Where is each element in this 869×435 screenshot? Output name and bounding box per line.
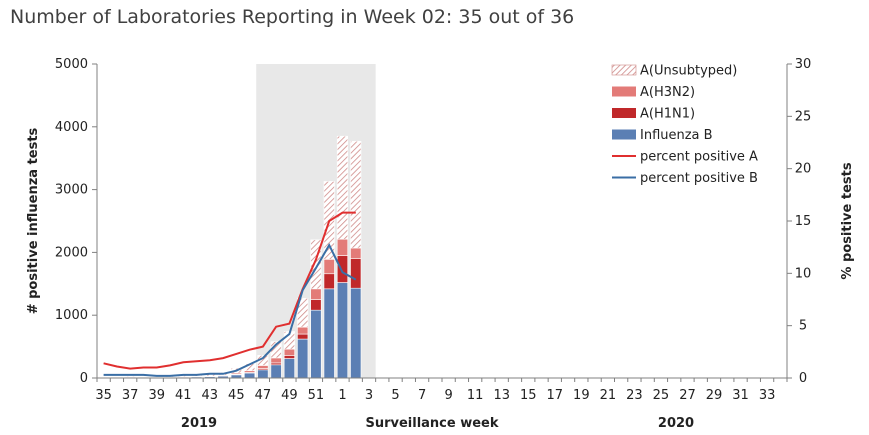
- y-tick-label-right: 5: [799, 319, 807, 334]
- y-tick-label-right: 0: [799, 371, 807, 386]
- legend-label-a-h3n2: A(H3N2): [640, 85, 695, 100]
- y-tick-label-right: 20: [795, 162, 812, 177]
- x-tick-label: 39: [148, 388, 165, 403]
- bar-influenza-b-week-50: [297, 338, 309, 379]
- y-tick-label-right: 15: [795, 214, 812, 229]
- y-tick-label-left: 2000: [55, 245, 88, 260]
- x-tick-label: 43: [202, 388, 219, 403]
- line-percent-positive-a: [103, 211, 356, 370]
- bar-a-unsubtyped-week-2: [350, 140, 362, 249]
- bar-a-unsubtyped-week-38: [137, 375, 149, 378]
- legend: A(Unsubtyped) A(H3N2) A(H1N1) Influenza B pe…: [611, 64, 758, 186]
- bar-a-h3n2-week-1: [336, 238, 349, 256]
- bar-a-h3n2-week-47: [257, 365, 269, 369]
- x-tick-label: 11: [467, 388, 484, 403]
- bar-a-unsubtyped-week-37: [124, 375, 136, 377]
- bar-a-unsubtyped-week-50: [297, 297, 309, 328]
- bar-influenza-b-week-49: [283, 358, 295, 379]
- bar-influenza-b-week-52: [323, 288, 335, 379]
- x-tick-label: 21: [600, 388, 617, 403]
- year-label: 2020: [658, 416, 694, 431]
- y-axis-title-left: # positive influenza tests: [26, 127, 41, 314]
- x-tick-label: 33: [759, 388, 776, 403]
- x-tick-label: 5: [391, 388, 399, 403]
- bar-influenza-b-week-47: [257, 369, 269, 379]
- legend-label-percent-positive-a: percent positive A: [640, 150, 758, 165]
- y-tick-label-left: 3000: [55, 183, 88, 198]
- y-tick-label-left: 4000: [55, 120, 88, 135]
- x-tick-label: 51: [308, 388, 325, 403]
- bar-influenza-b-week-48: [270, 364, 282, 379]
- x-tick-label: 49: [281, 388, 298, 403]
- x-axis-title: Surveillance week: [365, 416, 498, 431]
- bar-a-h3n2-week-50: [297, 326, 309, 335]
- bar-a-unsubtyped-week-35: [98, 376, 110, 378]
- bar-a-h3n2-week-51: [310, 288, 322, 300]
- bar-a-h3n2-week-49: [283, 348, 295, 356]
- x-tick-label: 47: [255, 388, 272, 403]
- y-axis-title-right: % positive tests: [840, 162, 855, 279]
- bar-a-h3n2-week-52: [323, 259, 335, 275]
- bar-influenza-b-week-51: [310, 309, 322, 379]
- y-tick-label-left: 0: [80, 371, 88, 386]
- legend-swatch-a-h1n1: [612, 108, 636, 118]
- line-percent-positive-b: [103, 242, 357, 377]
- x-tick-label: 15: [520, 388, 537, 403]
- bar-a-unsubtyped-week-51: [310, 239, 322, 290]
- bar-a-unsubtyped-week-1: [336, 135, 349, 240]
- year-label: 2019: [181, 416, 217, 431]
- bar-influenza-b-week-46: [244, 372, 256, 379]
- x-tick-label: 9: [444, 388, 452, 403]
- bar-influenza-b-week-2: [350, 287, 362, 379]
- bar-a-h1n1-week-1: [336, 255, 349, 283]
- x-tick-label: 13: [493, 388, 510, 403]
- y-tick-label-left: 5000: [55, 57, 88, 72]
- bar-a-h1n1-week-2: [350, 258, 362, 289]
- bar-influenza-b-week-1: [336, 282, 349, 379]
- x-tick-label: 45: [228, 388, 245, 403]
- legend-swatch-a-unsubtyped: [611, 64, 637, 76]
- legend-label-a-unsubtyped: A(Unsubtyped): [640, 64, 737, 79]
- legend-label-a-h1n1: A(H1N1): [640, 107, 695, 122]
- legend-swatch-influenza-b: [612, 129, 636, 140]
- x-tick-label: 3: [365, 388, 373, 403]
- bar-a-h1n1-week-50: [297, 333, 309, 340]
- percent-lines: [103, 211, 357, 377]
- bar-a-h1n1-week-51: [310, 299, 322, 311]
- bar-a-unsubtyped-week-36: [111, 376, 123, 378]
- x-tick-label: 37: [122, 388, 139, 403]
- bar-a-h1n1-week-49: [283, 355, 295, 359]
- x-tick-label: 17: [547, 388, 564, 403]
- x-tick-label: 1: [338, 388, 346, 403]
- y-tick-label-left: 1000: [55, 308, 88, 323]
- legend-label-influenza-b: Influenza B: [640, 128, 713, 143]
- legend-label-percent-positive-b: percent positive B: [640, 171, 758, 186]
- y-tick-label-right: 25: [795, 109, 812, 124]
- x-tick-label: 27: [679, 388, 696, 403]
- x-tick-label: 31: [732, 388, 749, 403]
- x-tick-label: 25: [653, 388, 670, 403]
- x-tick-label: 19: [573, 388, 590, 403]
- x-tick-label: 29: [706, 388, 723, 403]
- y-tick-label-right: 10: [795, 266, 812, 281]
- x-tick-label: 7: [418, 388, 426, 403]
- bar-a-h1n1-week-52: [323, 273, 335, 290]
- x-tick-label: 23: [626, 388, 643, 403]
- bar-a-h3n2-week-2: [350, 247, 362, 259]
- chart-title: Number of Laboratories Reporting in Week…: [10, 6, 575, 28]
- x-tick-label: 41: [175, 388, 192, 403]
- x-tick-label: 35: [95, 388, 112, 403]
- legend-swatch-a-h3n2: [612, 86, 636, 97]
- y-tick-label-right: 30: [795, 57, 812, 72]
- bar-a-h3n2-week-48: [270, 357, 282, 364]
